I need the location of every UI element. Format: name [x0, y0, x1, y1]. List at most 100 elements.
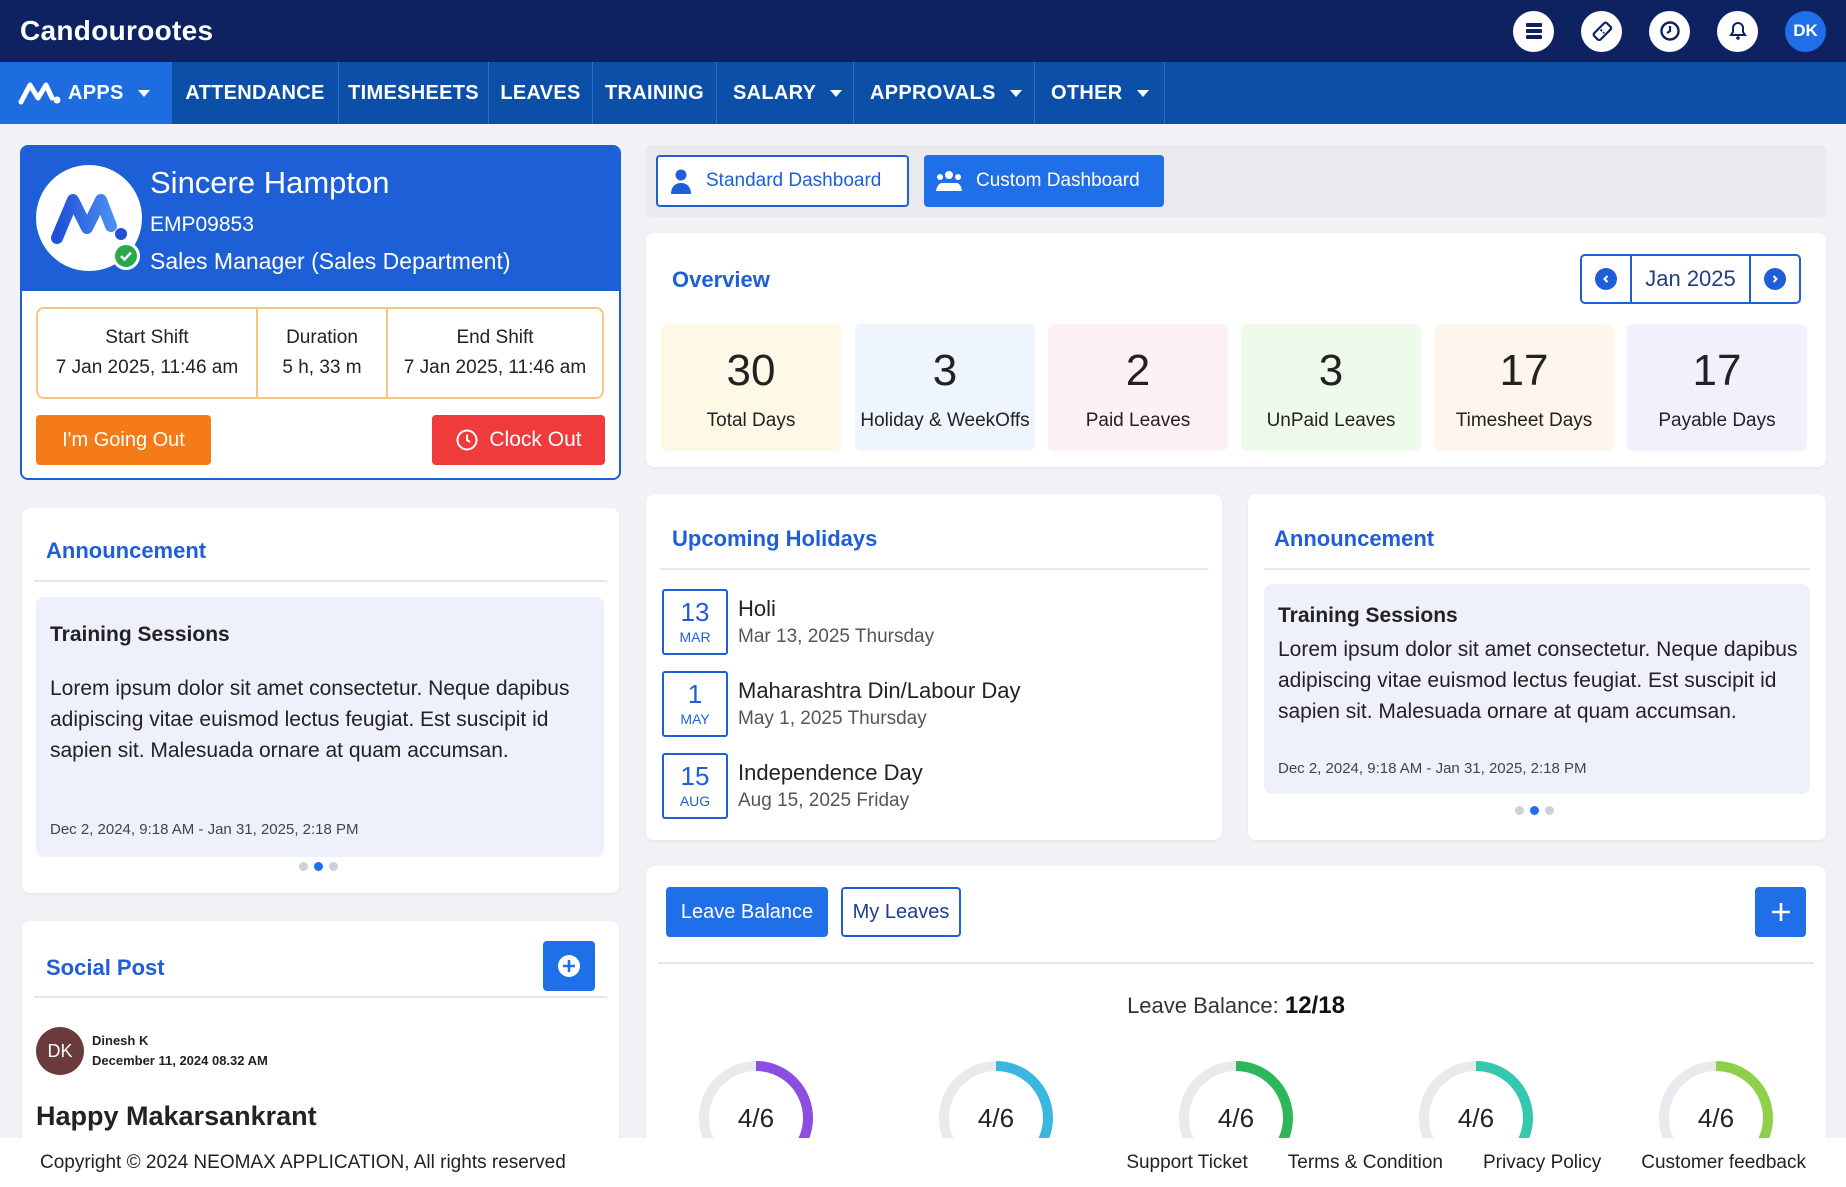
nav-apps[interactable]: APPS	[0, 62, 172, 124]
shift-info: Start Shift 7 Jan 2025, 11:46 am Duratio…	[36, 307, 604, 399]
prev-month-button[interactable]	[1582, 256, 1632, 302]
donut-label: 4/6	[1217, 1102, 1255, 1133]
stat-label: Paid Leaves	[1085, 410, 1191, 431]
stat-tile: 17 Payable Days	[1627, 324, 1807, 451]
chevron-down-icon	[1136, 89, 1149, 97]
dashboard-switcher: Standard Dashboard Custom Dashboard	[646, 145, 1826, 217]
add-post-button[interactable]	[543, 941, 595, 991]
user-avatar[interactable]: DK	[1785, 10, 1826, 52]
holiday-month: AUG	[679, 793, 711, 809]
start-shift-label: Start Shift	[105, 327, 189, 348]
carousel-dot[interactable]	[1545, 806, 1554, 815]
bell-icon[interactable]	[1717, 10, 1758, 52]
apps-logo-icon	[18, 82, 61, 105]
app-brand: Candourootes	[20, 15, 214, 46]
stat-label: Payable Days	[1658, 410, 1776, 431]
left-announcement-card: Announcement Training Sessions Lorem ips…	[22, 508, 619, 893]
month-selector: Jan 2025	[1580, 254, 1801, 304]
plus-circle-icon	[558, 955, 580, 977]
holiday-day: 15	[680, 761, 710, 791]
stat-value: 3	[932, 346, 958, 395]
author-avatar: DK	[36, 1027, 84, 1075]
nav-leaves[interactable]: LEAVES	[489, 62, 593, 124]
end-shift: End Shift 7 Jan 2025, 11:46 am	[386, 309, 602, 397]
post-title: Happy Makarsankrant	[36, 1101, 317, 1131]
clock-icon[interactable]	[1649, 10, 1690, 52]
nav-apps-label: APPS	[68, 81, 124, 104]
stat-label: UnPaid Leaves	[1266, 410, 1396, 431]
carousel-dot[interactable]	[329, 862, 338, 871]
standard-dashboard-label: Standard Dashboard	[706, 170, 882, 191]
clock-out-button[interactable]: Clock Out	[432, 415, 605, 465]
nav-attendance[interactable]: ATTENDANCE	[172, 62, 339, 124]
user-icon	[671, 169, 691, 194]
holiday-date: Mar 13, 2025 Thursday	[738, 626, 935, 647]
stat-value: 17	[1692, 346, 1742, 395]
footer-link-privacy[interactable]: Privacy Policy	[1483, 1151, 1602, 1173]
custom-dashboard-button[interactable]: Custom Dashboard	[924, 155, 1164, 207]
verified-check-icon	[112, 242, 140, 270]
donut-label: 4/6	[1697, 1102, 1735, 1133]
copyright: Copyright © 2024 NEOMAX APPLICATION, All…	[40, 1151, 566, 1173]
announcement-item[interactable]: Training Sessions Lorem ipsum dolor sit …	[1264, 584, 1810, 794]
carousel-dots[interactable]	[299, 862, 338, 871]
post-timestamp: December 11, 2024 08.32 AM	[92, 1053, 268, 1068]
stat-tile: 30 Total Days	[661, 324, 841, 451]
footer-links: Support Ticket Terms & Condition Privacy…	[1126, 1152, 1806, 1174]
tab-my-leaves[interactable]: My Leaves	[841, 887, 961, 937]
clock-out-label: Clock Out	[489, 428, 582, 451]
right-announcement-title: Announcement	[1274, 526, 1435, 551]
going-out-button[interactable]: I'm Going Out	[36, 415, 211, 465]
holiday-date-badge: 13 MAR	[662, 589, 728, 655]
custom-dashboard-label: Custom Dashboard	[976, 170, 1140, 191]
standard-dashboard-button[interactable]: Standard Dashboard	[656, 155, 909, 207]
chevron-down-icon	[830, 89, 843, 97]
holiday-month: MAR	[679, 629, 711, 645]
clock-icon	[456, 429, 478, 451]
leave-balance-summary: Leave Balance: 12/18	[646, 992, 1826, 1020]
carousel-dot-active[interactable]	[1530, 806, 1539, 815]
holiday-name: Independence Day	[738, 760, 923, 785]
current-month: Jan 2025	[1645, 266, 1736, 291]
nav-training[interactable]: TRAINING	[593, 62, 717, 124]
announcement-dates: Dec 2, 2024, 9:18 AM - Jan 31, 2025, 2:1…	[50, 821, 359, 838]
stat-value: 3	[1318, 346, 1344, 395]
holiday-day: 13	[680, 597, 710, 627]
profile-card: Sincere Hampton EMP09853 Sales Manager (…	[20, 145, 621, 480]
announcement-body: Lorem ipsum dolor sit amet consectetur. …	[50, 677, 570, 762]
carousel-dot[interactable]	[1515, 806, 1524, 815]
chevron-right-icon	[1764, 268, 1786, 290]
footer: Copyright © 2024 NEOMAX APPLICATION, All…	[0, 1138, 1846, 1187]
nav-salary-label: SALARY	[733, 81, 817, 104]
carousel-dot-active[interactable]	[314, 862, 323, 871]
holiday-name: Holi	[738, 596, 776, 621]
tab-leave-balance[interactable]: Leave Balance	[666, 887, 828, 937]
next-month-button[interactable]	[1749, 256, 1799, 302]
stat-label: Timesheet Days	[1455, 410, 1593, 431]
holidays-title: Upcoming Holidays	[672, 526, 878, 551]
footer-link-terms[interactable]: Terms & Condition	[1287, 1151, 1443, 1173]
add-leave-button[interactable]	[1755, 887, 1806, 937]
announcement-body: Lorem ipsum dolor sit amet consectetur. …	[1278, 638, 1798, 723]
server-icon[interactable]	[1513, 10, 1554, 52]
nav-timesheets[interactable]: TIMESHEETS	[339, 62, 489, 124]
nav-salary[interactable]: SALARY	[717, 62, 854, 124]
holiday-day: 1	[687, 679, 703, 709]
donut-label: 4/6	[977, 1102, 1015, 1133]
duration-value: 5 h, 33 m	[282, 357, 362, 378]
footer-link-feedback[interactable]: Customer feedback	[1641, 1151, 1806, 1173]
leave-balance-value: 12/18	[1284, 992, 1345, 1019]
announcement-item[interactable]: Training Sessions Lorem ipsum dolor sit …	[36, 597, 604, 857]
author-name: Dinesh K	[92, 1033, 149, 1048]
nav-other[interactable]: OTHER	[1035, 62, 1165, 124]
announcement-item-title: Training Sessions	[1278, 604, 1458, 627]
nav-approvals[interactable]: APPROVALS	[854, 62, 1035, 124]
carousel-dots[interactable]	[1515, 806, 1554, 815]
holiday-date: Aug 15, 2025 Friday	[738, 790, 910, 811]
ticket-icon[interactable]	[1581, 10, 1622, 52]
footer-link-support[interactable]: Support Ticket	[1126, 1151, 1248, 1173]
end-shift-label: End Shift	[456, 327, 534, 348]
start-shift: Start Shift 7 Jan 2025, 11:46 am	[38, 309, 256, 397]
carousel-dot[interactable]	[299, 862, 308, 871]
stat-label: Total Days	[706, 410, 796, 431]
